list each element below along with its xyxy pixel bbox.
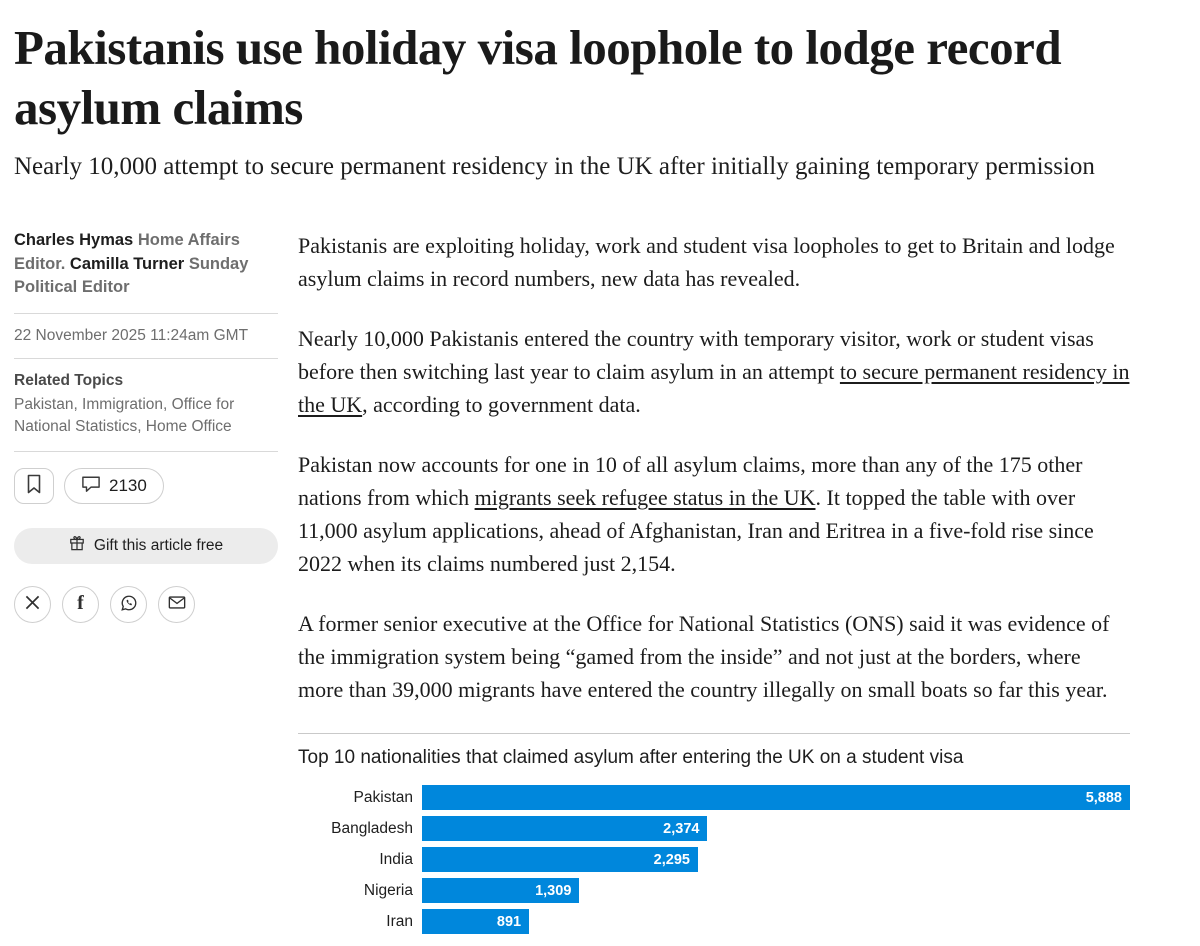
author-link-1[interactable]: Charles Hymas xyxy=(14,231,134,250)
facebook-icon: f xyxy=(77,591,84,614)
gift-article-button[interactable]: Gift this article free xyxy=(14,527,278,564)
chart-value-label: 1,309 xyxy=(535,882,572,899)
asylum-chart: Top 10 nationalities that claimed asylum… xyxy=(298,733,1130,937)
divider xyxy=(14,357,278,359)
share-email-button[interactable] xyxy=(158,585,195,623)
chart-bar-area: 2,295 xyxy=(422,847,1130,873)
article-body: Pakistanis are exploiting holiday, work … xyxy=(298,229,1130,937)
page-title: Pakistanis use holiday visa loophole to … xyxy=(14,20,1062,135)
share-facebook-button[interactable]: f xyxy=(62,585,99,623)
chart-category-label: Bangladesh xyxy=(331,819,413,837)
chart-bar: 2,374 xyxy=(422,816,708,842)
chart-category-label: Nigeria xyxy=(363,881,413,899)
refugee-status-link[interactable]: migrants seek refugee status in the UK xyxy=(474,485,816,511)
chart-bar-area: 891 xyxy=(422,909,1130,935)
whatsapp-icon xyxy=(120,594,138,615)
chart-bar: 2,295 xyxy=(422,847,698,873)
related-topics-block: Related Topics Pakistan, Immigration, Of… xyxy=(14,372,278,438)
residency-link[interactable]: to secure permanent residency in the UK xyxy=(298,359,1130,418)
chart-row: Iran 891 xyxy=(298,906,1130,937)
chart-top-divider xyxy=(298,733,1130,735)
divider xyxy=(14,450,278,452)
chart-rows: Pakistan 5,888 Bangladesh 2,374 India 2,295 Ni… xyxy=(298,782,1130,937)
paragraph-2-text: Nearly 10,000 Pakistanis entered the cou… xyxy=(298,326,1094,385)
divider xyxy=(14,312,278,314)
chart-row: India 2,295 xyxy=(298,844,1130,875)
article-actions: 2130 xyxy=(14,467,278,504)
page-subtitle: Nearly 10,000 attempt to secure permanen… xyxy=(14,152,1095,180)
bookmark-button[interactable] xyxy=(14,467,54,504)
chart-row: Pakistan 5,888 xyxy=(298,782,1130,813)
author-role-2: Sunday Political Editor xyxy=(14,254,249,297)
chart-bar: 5,888 xyxy=(422,785,1130,811)
paragraph-1: Pakistanis are exploiting holiday, work … xyxy=(298,233,1115,292)
chart-bar: 1,309 xyxy=(422,878,580,904)
chart-category-label: Pakistan xyxy=(353,788,413,806)
chart-row: Nigeria 1,309 xyxy=(298,875,1130,906)
chart-value-label: 5,888 xyxy=(1085,789,1122,806)
email-icon xyxy=(168,595,186,613)
paragraph-4: A former senior executive at the Office … xyxy=(298,611,1110,703)
comments-button[interactable]: 2130 xyxy=(64,467,164,504)
chart-value-label: 891 xyxy=(496,913,522,930)
gift-icon xyxy=(69,535,85,556)
comments-count: 2130 xyxy=(109,475,147,495)
x-icon xyxy=(25,595,40,613)
paragraph-2: Nearly 10,000 Pakistanis entered the cou… xyxy=(298,322,1130,421)
chart-bar-area: 1,309 xyxy=(422,878,1130,904)
paragraph-2-text-end: , according to government data. xyxy=(362,392,641,418)
chart-bar: 891 xyxy=(422,909,530,935)
chart-bar-area: 5,888 xyxy=(422,785,1130,811)
chart-category-label: Iran xyxy=(386,912,413,930)
social-share-row: f xyxy=(14,585,278,623)
related-topics-heading: Related Topics xyxy=(14,371,124,389)
content-columns: Charles Hymas Home Affairs Editor. Camil… xyxy=(14,229,1200,937)
publish-date: 22 November 2025 11:24am GMT xyxy=(14,326,249,344)
paragraph-3-text: Pakistan now accounts for one in 10 of a… xyxy=(298,452,1083,511)
author-link-2[interactable]: Camilla Turner xyxy=(69,254,185,273)
chart-value-label: 2,374 xyxy=(663,820,700,837)
chart-value-label: 2,295 xyxy=(653,851,690,868)
related-topics-links[interactable]: Pakistan, Immigration, Office for Nation… xyxy=(14,395,235,435)
share-whatsapp-button[interactable] xyxy=(110,585,147,623)
author-role-1: Home Affairs Editor. xyxy=(14,231,240,273)
paragraph-3: Pakistan now accounts for one in 10 of a… xyxy=(298,448,1130,580)
share-x-button[interactable] xyxy=(14,585,51,623)
chart-row: Bangladesh 2,374 xyxy=(298,813,1130,844)
comment-bubble-icon xyxy=(81,475,101,496)
paragraph-3-text-end: . It topped the table with over 11,000 a… xyxy=(298,485,1094,577)
gift-button-label: Gift this article free xyxy=(93,536,224,554)
chart-bar-area: 2,374 xyxy=(422,816,1130,842)
chart-title: Top 10 nationalities that claimed asylum… xyxy=(298,747,964,769)
byline: Charles Hymas Home Affairs Editor. Camil… xyxy=(14,229,278,299)
article-sidebar: Charles Hymas Home Affairs Editor. Camil… xyxy=(14,229,278,937)
bookmark-icon xyxy=(25,474,43,497)
chart-category-label: India xyxy=(379,850,413,868)
